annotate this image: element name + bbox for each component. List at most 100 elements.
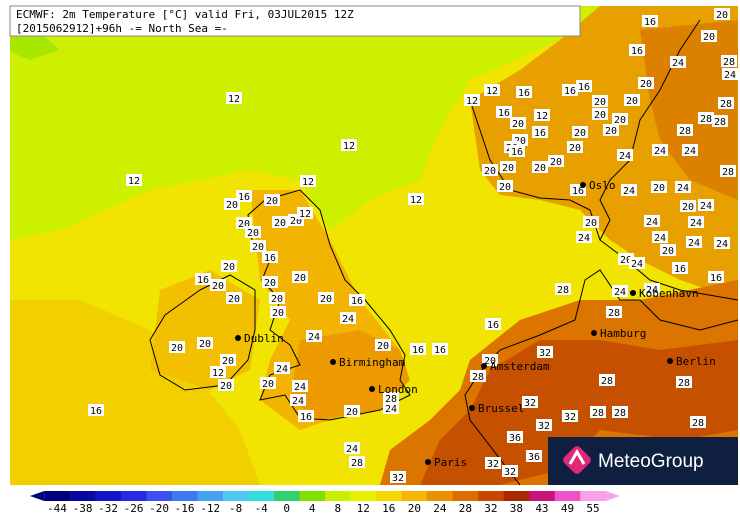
colorbar-segment	[350, 491, 377, 501]
temperature-label: 20	[272, 308, 284, 319]
label-box	[500, 161, 516, 173]
temperature-label: 28	[614, 408, 626, 419]
temperature-label: 20	[640, 79, 652, 90]
label-box	[482, 164, 498, 176]
subtitle: [2015062912]+96h -= North Sea =-	[16, 22, 228, 35]
label-box	[226, 292, 242, 304]
label-box	[712, 115, 728, 127]
temperature-label: 28	[557, 285, 569, 296]
temperature-label: 20	[594, 110, 606, 121]
temperature-label: 28	[714, 117, 726, 128]
temperature-label: 16	[534, 128, 546, 139]
label-box	[680, 200, 696, 212]
temperature-label: 20	[682, 202, 694, 213]
temperature-label: 20	[662, 246, 674, 257]
city-dot	[330, 359, 336, 365]
temperature-label: 12	[128, 176, 140, 187]
temperature-label: 12	[299, 209, 311, 220]
temperature-label: 20	[171, 343, 183, 354]
label-box	[698, 112, 714, 124]
label-box	[344, 442, 360, 454]
city-name: Oslo	[589, 179, 616, 192]
temperature-label: 24	[292, 396, 304, 407]
temperature-label: 24	[646, 285, 658, 296]
temperature-label: 28	[679, 126, 691, 137]
label-box	[221, 260, 237, 272]
temperature-label: 24	[672, 58, 684, 69]
continent-coast	[464, 269, 739, 486]
temperature-label: 20	[226, 200, 238, 211]
city-name: Kobenhavn	[639, 287, 699, 300]
label-box	[218, 379, 234, 391]
label-box	[590, 406, 606, 418]
temperature-label: 28	[601, 376, 613, 387]
temperature-label: 32	[564, 412, 576, 423]
label-box	[502, 465, 518, 477]
label-box	[349, 456, 365, 468]
colorbar-segment	[273, 491, 300, 501]
temperature-label: 16	[487, 320, 499, 331]
temperature-label: 16	[264, 253, 276, 264]
temperature-label: 24	[623, 186, 635, 197]
temperature-label: 20	[377, 341, 389, 352]
label-box	[532, 161, 548, 173]
colorbar-tick-label: 0	[283, 502, 290, 515]
label-box	[306, 330, 322, 342]
temperature-label: 20	[222, 356, 234, 367]
label-box	[599, 374, 615, 386]
cities: Oslo Kobenhavn Hamburg Berlin Amsterdam Bruss…	[235, 179, 716, 469]
colorbar: -44 -38 -32 -26 -20 -16 -12 -8 -4 0 4 8 12 16 20 24 28 32…	[30, 491, 620, 515]
label-box	[169, 341, 185, 353]
colorbar-segment	[503, 491, 530, 501]
temperature-label: 24	[578, 233, 590, 244]
colorbar-left-arrow	[30, 491, 45, 501]
temperature-label: 36	[509, 433, 521, 444]
colorbar-tick-label: 49	[561, 502, 574, 515]
temperature-label: 12	[302, 177, 314, 188]
label-box	[606, 306, 622, 318]
label-box	[708, 271, 724, 283]
label-box	[509, 145, 525, 157]
label-box	[698, 199, 714, 211]
label-box	[245, 226, 261, 238]
temperature-label: 24	[654, 146, 666, 157]
label-box	[290, 394, 306, 406]
temperature-label: 32	[487, 459, 499, 470]
colorbar-tick-label: -4	[255, 502, 269, 515]
temperature-label: 20	[614, 115, 626, 126]
city-name: Dublin	[244, 332, 284, 345]
temperature-label: 24	[690, 218, 702, 229]
label-box	[583, 216, 599, 228]
label-box	[274, 362, 290, 374]
label-box	[375, 339, 391, 351]
temperature-label: 20	[626, 96, 638, 107]
temperature-label: 24	[688, 238, 700, 249]
label-box	[522, 396, 538, 408]
label-box	[224, 198, 240, 210]
temperature-label: 16	[564, 86, 576, 97]
temperature-label: 20	[290, 216, 302, 227]
temperature-label: 12	[536, 111, 548, 122]
temperature-label: 16	[578, 82, 590, 93]
temperature-label: 20	[346, 407, 358, 418]
city-dot	[630, 290, 636, 296]
label-box	[340, 312, 356, 324]
label-box	[617, 149, 633, 161]
temperature-label: 24	[614, 287, 626, 298]
temperature-label: 20	[247, 228, 259, 239]
colorbar-tick-label: 43	[535, 502, 548, 515]
label-box	[644, 283, 660, 295]
colorbar-right-arrow	[605, 491, 620, 501]
colorbar-segment	[248, 491, 275, 501]
temperature-label: 12	[410, 195, 422, 206]
colorbar-segment	[554, 491, 581, 501]
temperature-label: 24	[342, 314, 354, 325]
temperature-label: 28	[678, 378, 690, 389]
label-box	[210, 366, 226, 378]
label-box	[197, 337, 213, 349]
colorbar-tick-label: -26	[124, 502, 144, 515]
label-box	[629, 44, 645, 56]
colorbar-segment	[427, 491, 454, 501]
temperature-label: 16	[674, 264, 686, 275]
